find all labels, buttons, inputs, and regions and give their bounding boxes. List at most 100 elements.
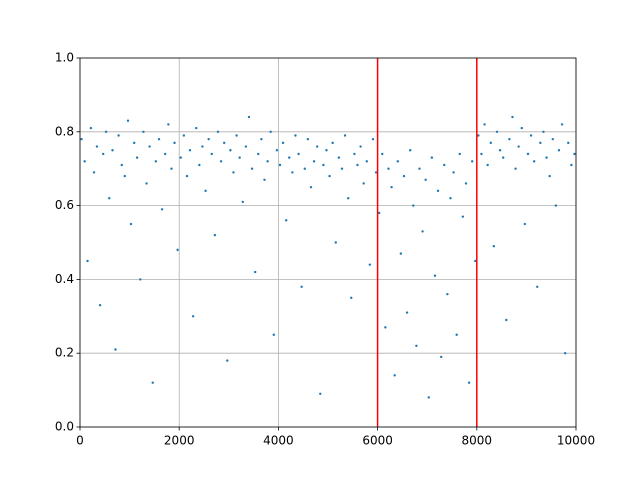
point bbox=[232, 171, 235, 174]
y-tick-label: 0.0 bbox=[55, 420, 74, 434]
point bbox=[377, 211, 381, 215]
point bbox=[114, 348, 117, 351]
point bbox=[430, 156, 434, 159]
x-tick-label: 2000 bbox=[164, 434, 195, 448]
point bbox=[167, 123, 170, 126]
point bbox=[443, 163, 446, 167]
point bbox=[92, 171, 96, 174]
point bbox=[520, 126, 523, 130]
y-tick-label: 0.8 bbox=[55, 124, 74, 138]
point bbox=[185, 174, 189, 178]
point bbox=[483, 123, 486, 126]
point bbox=[247, 115, 251, 119]
y-tick-label: 0.2 bbox=[55, 346, 74, 360]
point bbox=[467, 381, 471, 384]
point bbox=[362, 182, 365, 185]
point bbox=[120, 163, 123, 167]
point bbox=[182, 134, 186, 137]
point bbox=[350, 296, 353, 300]
x-tick-label: 8000 bbox=[462, 434, 493, 448]
point bbox=[170, 167, 173, 170]
point bbox=[126, 119, 130, 122]
point bbox=[148, 145, 151, 148]
point bbox=[384, 326, 387, 329]
point bbox=[452, 171, 455, 174]
point bbox=[436, 189, 440, 193]
axes-frame bbox=[79, 57, 577, 428]
point bbox=[331, 141, 334, 145]
point bbox=[176, 248, 179, 252]
point bbox=[563, 352, 567, 355]
point bbox=[573, 152, 576, 156]
point bbox=[343, 134, 347, 137]
point bbox=[464, 182, 468, 185]
point bbox=[536, 285, 539, 288]
point bbox=[253, 270, 257, 274]
point bbox=[117, 134, 120, 137]
point bbox=[216, 130, 220, 133]
point bbox=[86, 259, 89, 263]
point bbox=[219, 160, 223, 163]
point bbox=[266, 160, 269, 163]
point bbox=[387, 167, 390, 170]
point bbox=[424, 178, 427, 181]
point bbox=[312, 160, 316, 163]
point bbox=[418, 167, 421, 170]
point bbox=[319, 392, 322, 395]
point bbox=[405, 311, 409, 314]
point bbox=[104, 130, 108, 133]
point bbox=[396, 160, 399, 163]
point bbox=[359, 145, 362, 148]
point bbox=[108, 197, 111, 200]
point bbox=[523, 222, 527, 226]
point bbox=[306, 137, 310, 141]
point bbox=[505, 318, 508, 322]
point bbox=[371, 137, 375, 141]
point bbox=[325, 149, 328, 152]
point bbox=[529, 134, 533, 137]
point bbox=[390, 185, 393, 189]
point bbox=[188, 149, 192, 152]
point bbox=[222, 141, 226, 145]
point bbox=[498, 149, 502, 152]
point bbox=[133, 141, 136, 145]
point bbox=[102, 152, 105, 156]
point bbox=[154, 160, 158, 163]
point bbox=[213, 233, 217, 237]
point bbox=[135, 156, 139, 159]
point bbox=[129, 222, 133, 226]
point bbox=[402, 174, 406, 178]
point bbox=[501, 156, 505, 159]
point bbox=[151, 381, 154, 384]
point bbox=[235, 134, 238, 137]
point bbox=[545, 156, 548, 159]
point bbox=[145, 182, 148, 185]
x-tick-label: 4000 bbox=[263, 434, 294, 448]
point bbox=[269, 130, 272, 133]
point bbox=[551, 137, 554, 141]
point bbox=[272, 333, 275, 336]
point bbox=[111, 149, 114, 152]
point bbox=[427, 396, 430, 399]
point bbox=[241, 200, 244, 204]
point bbox=[297, 152, 300, 156]
x-tick-label: 0 bbox=[76, 434, 84, 448]
point bbox=[281, 141, 285, 145]
point bbox=[480, 152, 483, 156]
point bbox=[511, 115, 514, 119]
point bbox=[415, 344, 418, 348]
point bbox=[365, 160, 368, 163]
point bbox=[95, 145, 99, 148]
point bbox=[517, 145, 520, 148]
point bbox=[439, 355, 443, 359]
point bbox=[315, 145, 319, 148]
point bbox=[492, 244, 496, 248]
point bbox=[474, 259, 477, 263]
point bbox=[532, 160, 536, 163]
point bbox=[238, 156, 241, 159]
point bbox=[356, 163, 359, 167]
point bbox=[195, 126, 198, 130]
point bbox=[399, 252, 403, 255]
point bbox=[244, 145, 248, 148]
